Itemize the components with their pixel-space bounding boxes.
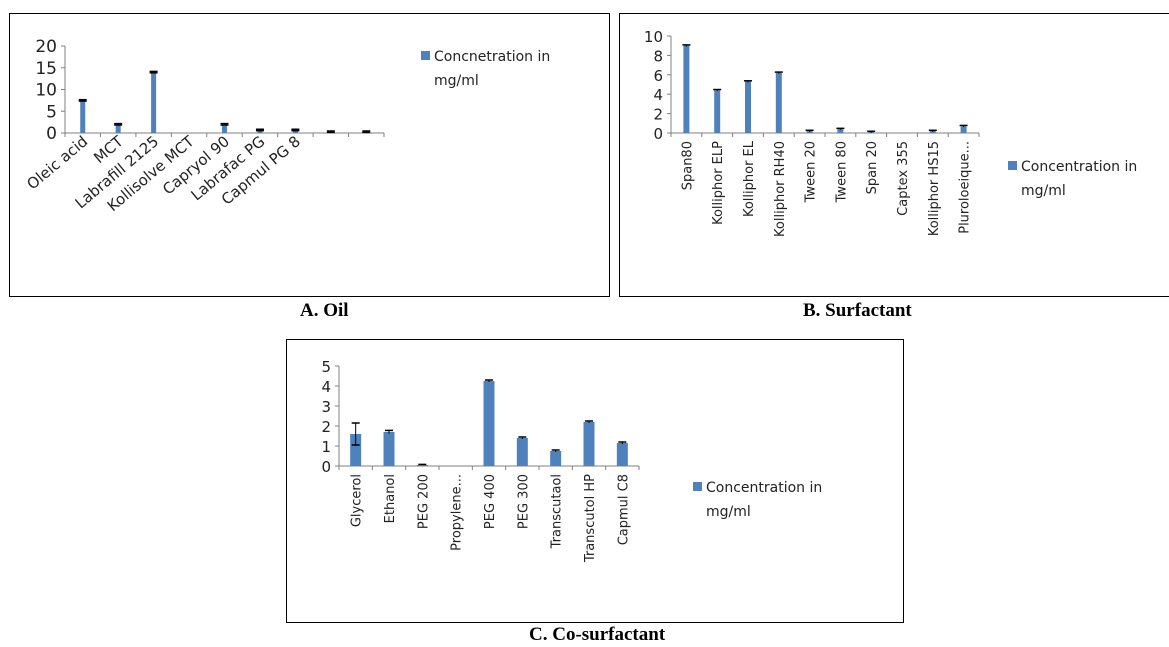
x-tick-label: Oleic acid	[23, 132, 91, 193]
bar	[257, 129, 263, 133]
legend-surfactant: Concentration in mg/ml	[1008, 155, 1169, 203]
bar	[616, 443, 628, 466]
y-tick-label: 4	[321, 378, 331, 396]
x-tick-label: Captex 355	[896, 141, 911, 216]
x-tick-label: Kolliphor RH40	[773, 141, 788, 237]
x-tick-label: Ethanol	[383, 474, 398, 523]
x-tick-label: PEG 400	[483, 474, 498, 529]
x-tick-label: Propylene...	[450, 474, 465, 551]
x-tick-label: Pluroloeique...	[958, 141, 973, 234]
x-tick-label: Tween 80	[834, 141, 849, 203]
bar	[383, 432, 395, 466]
x-tick-label: PEG 200	[416, 474, 431, 529]
bar	[292, 129, 298, 133]
bar	[745, 81, 751, 133]
x-tick-label: Kolliphor ELP	[711, 141, 726, 225]
chart-surfactant-svg: 02 46 810 Span80 Kolliphor ELP Kolliphor EL Ko…	[644, 28, 980, 237]
bar	[416, 465, 428, 466]
plot-area: 0 1 2 3 4 5 Glycerol Ethanol PEG 200 Propylene...…	[321, 358, 640, 563]
caption-surfactant: B. Surfactant	[803, 300, 912, 321]
bar	[350, 434, 362, 466]
y-tick-label: 0	[46, 124, 57, 144]
x-tick-label: Glycerol	[350, 474, 365, 527]
caption-oil: A. Oil	[300, 300, 349, 321]
bar	[222, 124, 227, 133]
legend-swatch-cosurfactant	[693, 482, 702, 491]
legend-cosurfactant: Concentration in mg/ml	[693, 476, 856, 524]
bar	[583, 422, 595, 466]
y-tick-label: 0	[321, 458, 331, 476]
x-tick-label: PEG 300	[516, 474, 531, 529]
y-tick-label: 5	[321, 358, 331, 376]
legend-oil: Concnetration in mg/ml	[421, 45, 584, 93]
legend-label-cosurfactant: Concentration in mg/ml	[706, 480, 823, 520]
chart-cosurfactant-svg: 0 1 2 3 4 5 Glycerol Ethanol PEG 200 Propylene...…	[321, 358, 640, 563]
bar	[806, 131, 813, 133]
bar	[775, 72, 782, 133]
y-tick-label: 15	[35, 59, 57, 79]
y-tick-label: 5	[46, 102, 57, 122]
legend-label-oil: Concnetration in mg/ml	[434, 49, 551, 89]
chart-panel-oil: 0 5 10 15 20 Oleic acid MCT Labrafill 2125 Kolli…	[9, 13, 610, 297]
chart-panel-cosurfactant: 0 1 2 3 4 5 Glycerol Ethanol PEG 200 Propylene...…	[286, 339, 904, 623]
y-tick-label: 6	[653, 67, 663, 85]
y-tick-label: 4	[653, 86, 663, 104]
y-tick-label: 0	[653, 125, 663, 143]
bar	[683, 45, 690, 134]
x-tick-label: Transcutaol	[550, 474, 565, 549]
y-tick-label: 2	[653, 106, 663, 124]
x-tick-label: Span80	[680, 141, 695, 190]
x-tick-label: Transcutol HP	[583, 474, 598, 563]
x-tick-label: Kolliphor HS15	[927, 141, 942, 236]
bar	[516, 438, 528, 466]
chart-panel-surfactant: 0 2 4 6 8 10 Span80 Kolliphor ELP Kolliphor EL Ko…	[619, 13, 1169, 297]
caption-cosurfactant: C. Co-surfactant	[529, 624, 666, 645]
y-tick-label: 2	[321, 418, 331, 436]
y-tick-label: 20	[35, 37, 57, 57]
bar	[929, 131, 936, 133]
bar	[960, 126, 967, 133]
y-tick-label: 10	[35, 81, 57, 101]
x-tick-label: Span 20	[865, 141, 880, 194]
bar	[837, 129, 844, 133]
bar	[550, 451, 562, 466]
y-tick-label: 10	[644, 28, 663, 46]
y-tick-label: 1	[321, 438, 331, 456]
plot-area: 02 46 810 Span80 Kolliphor ELP Kolliphor EL Ko…	[644, 28, 980, 237]
legend-swatch-oil	[421, 51, 430, 60]
x-tick-label: Kolliphor EL	[742, 140, 757, 217]
bar	[80, 100, 86, 133]
bar	[115, 124, 121, 133]
bar	[483, 381, 495, 466]
bar	[151, 72, 157, 133]
bar	[714, 90, 721, 133]
legend-swatch-surfactant	[1008, 161, 1017, 170]
x-tick-label: Capmul C8	[616, 474, 631, 545]
x-tick-label: Tween 20	[804, 141, 819, 203]
legend-label-surfactant: Concentration in mg/ml	[1021, 159, 1138, 199]
y-tick-label: 8	[653, 47, 663, 65]
y-tick-label: 3	[321, 398, 331, 416]
